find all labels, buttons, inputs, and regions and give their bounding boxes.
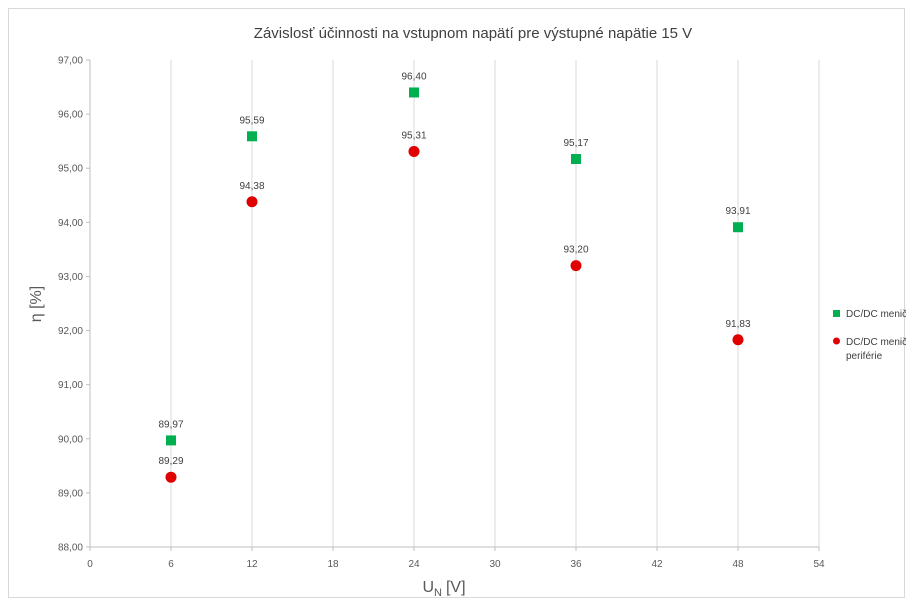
data-label-series-1-3: 93,20 xyxy=(563,245,588,256)
y-axis-ticks: 88,00 89,00 90,00 91,00 92,00 93,00 94,00 95,00… xyxy=(58,56,83,554)
data-labels: 89,97 95,59 96,40 95,17 93,91 89,29 94,38 95,31… xyxy=(158,71,750,467)
legend-marker-circle xyxy=(833,337,840,345)
data-label-series-1-0: 89,29 xyxy=(158,456,183,467)
y-tick-label: 88,00 xyxy=(58,543,83,554)
y-tick-label: 90,00 xyxy=(58,434,83,445)
point-series-1-2 xyxy=(408,145,420,157)
y-tick-label: 94,00 xyxy=(58,218,83,229)
x-axis-ticks: 0 6 12 18 24 30 36 42 48 54 xyxy=(87,559,825,570)
x-tick-label: 6 xyxy=(168,559,174,570)
x-tick-label: 42 xyxy=(651,559,663,570)
data-label-series-1-2: 95,31 xyxy=(401,130,426,141)
legend-entry-dc-dc-menic: DC/DC menič xyxy=(846,309,906,320)
chart-title: Závislosť účinnosti na vstupnom napätí p… xyxy=(254,25,692,42)
y-axis-label: η [%] xyxy=(28,286,45,322)
chart-area: Závislosť účinnosti na vstupnom napätí p… xyxy=(8,8,915,599)
point-series-1-0 xyxy=(165,471,177,483)
data-label-series-0-4: 93,91 xyxy=(725,206,750,217)
data-label-series-0-1: 95,59 xyxy=(239,115,264,126)
data-label-series-1-4: 91,83 xyxy=(725,319,750,330)
data-label-series-0-0: 89,97 xyxy=(158,419,183,430)
legend: DC/DC menič DC/DC menič a periférie xyxy=(833,309,915,362)
x-tick-label: 36 xyxy=(570,559,582,570)
data-label-series-1-1: 94,38 xyxy=(239,181,264,192)
point-series-0-2 xyxy=(409,87,419,98)
point-series-0-1 xyxy=(247,131,257,142)
x-tick-label: 0 xyxy=(87,559,93,570)
scatter-chart: Závislosť účinnosti na vstupnom napätí p… xyxy=(28,25,915,599)
x-tick-label: 54 xyxy=(813,559,825,570)
gridlines xyxy=(170,60,820,547)
point-series-1-3 xyxy=(570,260,582,272)
x-tick-label: 18 xyxy=(327,559,339,570)
data-label-series-0-3: 95,17 xyxy=(563,138,588,149)
x-tick-label: 48 xyxy=(732,559,744,570)
y-tick-label: 93,00 xyxy=(58,272,83,283)
data-label-series-0-2: 96,40 xyxy=(401,71,426,82)
y-tick-label: 97,00 xyxy=(58,56,83,67)
x-axis-label-subscript: N xyxy=(434,587,442,599)
point-series-0-4 xyxy=(733,222,743,233)
y-tick-label: 95,00 xyxy=(58,164,83,175)
axes xyxy=(86,59,820,551)
point-series-1-1 xyxy=(246,196,258,208)
point-series-0-0 xyxy=(166,435,176,446)
y-tick-label: 96,00 xyxy=(58,110,83,121)
x-axis-label: UN [V] xyxy=(422,579,465,599)
point-series-0-3 xyxy=(571,154,581,165)
y-tick-label: 89,00 xyxy=(58,488,83,499)
legend-entry-periferie-line: DC/DC menič a xyxy=(846,337,906,348)
x-tick-label: 12 xyxy=(246,559,258,570)
y-tick-label: 91,00 xyxy=(58,380,83,391)
data-points xyxy=(165,87,744,483)
legend-marker-square xyxy=(833,310,840,317)
x-tick-label: 24 xyxy=(408,559,420,570)
x-tick-label: 30 xyxy=(489,559,501,570)
point-series-1-4 xyxy=(732,334,744,346)
y-tick-label: 92,00 xyxy=(58,326,83,337)
x-axis-label-main: U xyxy=(422,579,434,596)
x-axis-label-unit: [V] xyxy=(446,579,466,596)
legend-entry-periferie-line: periférie xyxy=(846,351,883,362)
